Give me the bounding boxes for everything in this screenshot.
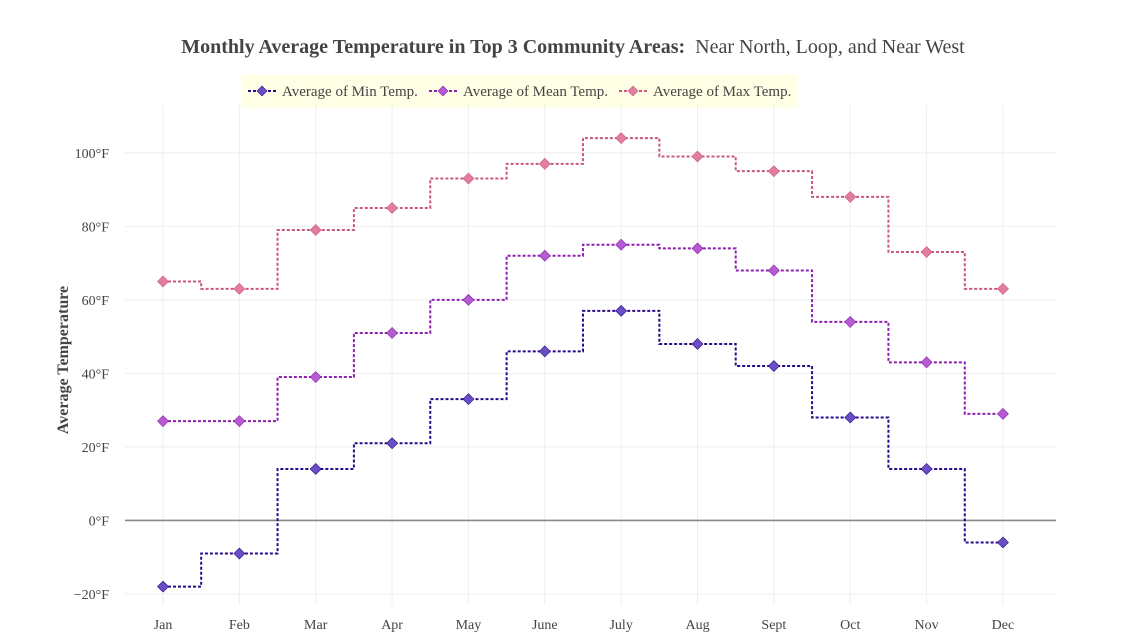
- series-markers: [157, 132, 1009, 593]
- data-point: [997, 536, 1009, 549]
- series-lines: [163, 137, 1003, 588]
- data-point: [233, 282, 246, 295]
- data-point: [462, 393, 475, 406]
- y-tick-label: 0°F: [89, 514, 110, 529]
- data-point: [767, 360, 780, 372]
- x-tick-label: Jan: [154, 618, 173, 633]
- x-tick-label: June: [532, 618, 558, 633]
- legend: Average of Min Temp. Average of Mean Temp…: [242, 75, 797, 108]
- y-tick-label: 100°F: [75, 147, 110, 162]
- data-point: [691, 338, 704, 350]
- data-point: [386, 202, 399, 214]
- x-tick-label: July: [609, 618, 632, 633]
- data-point: [538, 345, 551, 358]
- x-axis: Jan Feb Mar Apr May June July Aug Sept Oct Nov Dec: [154, 618, 1015, 633]
- legend-marker: [627, 85, 639, 97]
- data-point: [157, 275, 169, 288]
- data-point: [157, 415, 169, 428]
- series-line-2: [163, 137, 1003, 290]
- x-tick-label: Nov: [915, 618, 939, 633]
- y-axis-label: Average Temperature: [55, 286, 72, 434]
- series-line-1: [163, 243, 1003, 423]
- y-axis: −20°F 0°F 20°F 40°F 60°F 80°F 100°F: [74, 147, 109, 603]
- y-tick-label: −20°F: [74, 588, 109, 603]
- legend-background: [242, 75, 797, 108]
- chart-title: Monthly Average Temperature in Top 3 Com…: [181, 36, 965, 58]
- x-tick-label: Dec: [992, 618, 1015, 633]
- x-tick-label: Sept: [761, 618, 786, 633]
- data-point: [997, 407, 1009, 420]
- data-point: [615, 238, 628, 251]
- data-point: [767, 165, 780, 178]
- data-point: [538, 249, 551, 262]
- data-point: [844, 190, 857, 203]
- chart-title-bold: Monthly Average Temperature in Top 3 Com…: [181, 36, 685, 58]
- data-point: [920, 463, 933, 475]
- legend-label: Average of Max Temp.: [653, 84, 791, 100]
- data-point: [997, 282, 1009, 295]
- y-tick-label: 80°F: [82, 220, 110, 235]
- data-point: [386, 327, 399, 339]
- data-point: [462, 172, 475, 185]
- data-point: [615, 304, 628, 317]
- data-point: [233, 547, 246, 560]
- data-point: [462, 293, 475, 306]
- x-tick-label: Feb: [229, 618, 250, 633]
- data-point: [386, 437, 399, 450]
- y-tick-label: 60°F: [82, 294, 110, 309]
- data-point: [844, 315, 857, 328]
- data-point: [233, 415, 246, 428]
- y-tick-label: 40°F: [82, 367, 110, 382]
- y-tick-label: 20°F: [82, 441, 110, 456]
- data-point: [157, 580, 169, 593]
- data-point: [920, 246, 933, 258]
- x-tick-label: Oct: [840, 618, 860, 633]
- data-point: [767, 264, 780, 277]
- data-point: [844, 411, 857, 424]
- legend-marker: [437, 85, 449, 97]
- grid: [125, 105, 1056, 605]
- data-point: [309, 224, 322, 236]
- data-point: [309, 463, 322, 475]
- data-point: [691, 242, 704, 255]
- x-tick-label: Aug: [685, 618, 709, 633]
- data-point: [691, 150, 704, 163]
- legend-marker: [256, 85, 268, 97]
- series-line-0: [163, 309, 1003, 588]
- legend-label: Average of Mean Temp.: [463, 84, 608, 100]
- x-tick-label: Mar: [304, 618, 328, 633]
- x-tick-label: May: [456, 618, 482, 633]
- data-point: [920, 356, 933, 369]
- legend-label: Average of Min Temp.: [282, 84, 418, 100]
- data-point: [615, 132, 628, 145]
- data-point: [309, 371, 322, 383]
- chart-title-rest: Near North, Loop, and Near West: [695, 36, 965, 58]
- x-tick-label: Apr: [381, 618, 403, 633]
- data-point: [538, 157, 551, 170]
